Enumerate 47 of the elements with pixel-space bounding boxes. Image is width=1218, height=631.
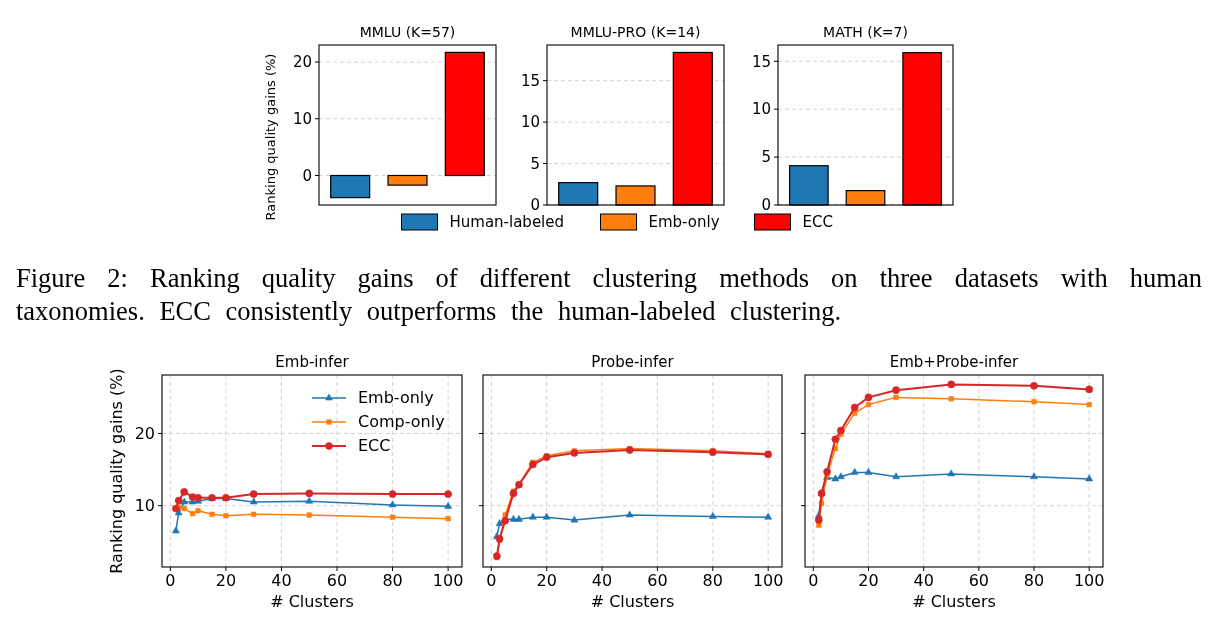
- x-tick-label: 40: [271, 571, 292, 590]
- x-axis-title: # Clusters: [590, 592, 675, 611]
- x-tick-label: 20: [215, 571, 237, 590]
- y-tick-label: 10: [751, 100, 771, 119]
- x-tick-label: 80: [382, 571, 403, 590]
- y-tick-label: 10: [520, 113, 540, 132]
- y-axis-title: Ranking quality gains (%): [263, 53, 278, 221]
- y-tick-label: 15: [751, 52, 771, 71]
- x-tick-label: 80: [1023, 571, 1045, 590]
- chart-title: Emb-infer: [275, 353, 350, 371]
- y-tick-label: 0: [761, 196, 771, 215]
- chart-title: MMLU-PRO (K=14): [570, 24, 701, 40]
- legend-label: ECC: [802, 213, 833, 231]
- x-tick-label: 60: [968, 571, 990, 590]
- y-tick-label: 15: [520, 71, 540, 90]
- legend-label: Emb-only: [648, 213, 720, 231]
- x-tick-label: 100: [432, 571, 464, 590]
- x-tick-label: 40: [591, 571, 613, 590]
- y-axis-title: Ranking quality gains (%): [107, 368, 126, 574]
- y-tick-label: 10: [134, 496, 155, 516]
- y-tick-label: 5: [761, 148, 771, 167]
- legend-label: Emb-only: [358, 388, 434, 407]
- x-tick-label: 100: [1073, 571, 1105, 590]
- legend-label: Human-labeled: [449, 213, 565, 231]
- x-tick-label: 80: [702, 571, 723, 590]
- x-tick-label: 0: [165, 571, 176, 590]
- y-tick-label: 5: [530, 154, 540, 173]
- legend-label: Comp-only: [358, 412, 445, 431]
- chart-title: Probe-infer: [591, 353, 675, 371]
- y-tick-label: 10: [292, 110, 312, 129]
- x-tick-label: 100: [752, 571, 784, 590]
- y-tick-label: 20: [292, 53, 312, 72]
- chart-title: MMLU (K=57): [359, 24, 456, 40]
- y-tick-label: 0: [302, 166, 312, 185]
- y-tick-label: 0: [530, 196, 540, 215]
- chart-title: MATH (K=7): [823, 24, 908, 40]
- x-tick-label: 20: [858, 571, 879, 590]
- x-tick-label: 60: [326, 571, 348, 590]
- chart-title: Emb+Probe-infer: [889, 353, 1020, 371]
- x-tick-label: 0: [808, 571, 819, 590]
- x-tick-label: 0: [486, 571, 497, 590]
- x-tick-label: 60: [647, 571, 668, 590]
- legend-label: ECC: [358, 436, 391, 455]
- x-axis-title: # Clusters: [270, 592, 354, 611]
- x-axis-title: # Clusters: [912, 592, 996, 611]
- caption: Figure 2: Ranking quality gains of different clustering methods on three datasets with human taxonomies. ECC consistently outperforms the human-labeled clustering.: [16, 262, 1202, 328]
- x-tick-label: 40: [913, 571, 934, 590]
